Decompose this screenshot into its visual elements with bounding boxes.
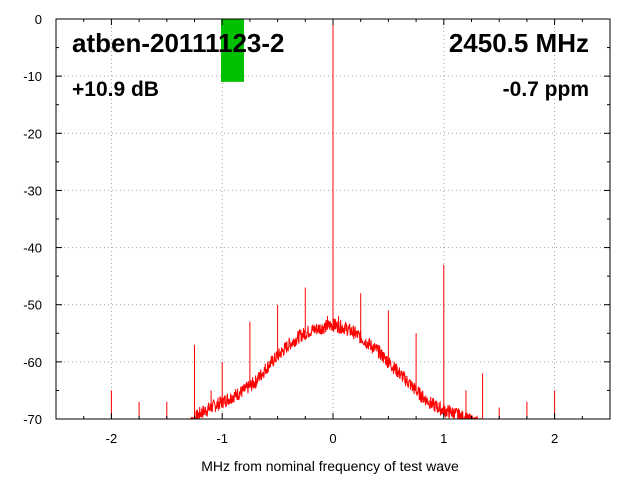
y-tick-label: -10 bbox=[23, 69, 42, 84]
ppm-label: -0.7 ppm bbox=[503, 78, 589, 101]
y-tick-label: -70 bbox=[23, 412, 42, 427]
frequency-label: 2450.5 MHz bbox=[449, 28, 589, 58]
y-tick-label: -40 bbox=[23, 241, 42, 256]
y-tick-label: -50 bbox=[23, 298, 42, 313]
axis-ticks: -2 -1 0 1 20-10-20-30-40-50-60-70 bbox=[23, 12, 610, 446]
gain-label: +10.9 dB bbox=[72, 78, 159, 101]
spectrum-trace bbox=[110, 19, 556, 420]
y-tick-label: 0 bbox=[35, 12, 42, 27]
x-axis-title: MHz from nominal frequency of test wave bbox=[201, 458, 459, 474]
x-tick-label: -2 bbox=[106, 431, 118, 446]
y-tick-label: -60 bbox=[23, 355, 42, 370]
x-tick-label: -1 bbox=[216, 431, 228, 446]
x-tick-label: 1 bbox=[440, 431, 447, 446]
x-tick-label: 0 bbox=[329, 431, 336, 446]
x-tick-label: 2 bbox=[551, 431, 558, 446]
noise-floor-trace bbox=[189, 318, 483, 420]
level-indicator-bar bbox=[221, 19, 244, 82]
y-tick-label: -20 bbox=[23, 126, 42, 141]
device-label: atben-20111123-2 bbox=[72, 28, 285, 58]
y-tick-label: -30 bbox=[23, 183, 42, 198]
